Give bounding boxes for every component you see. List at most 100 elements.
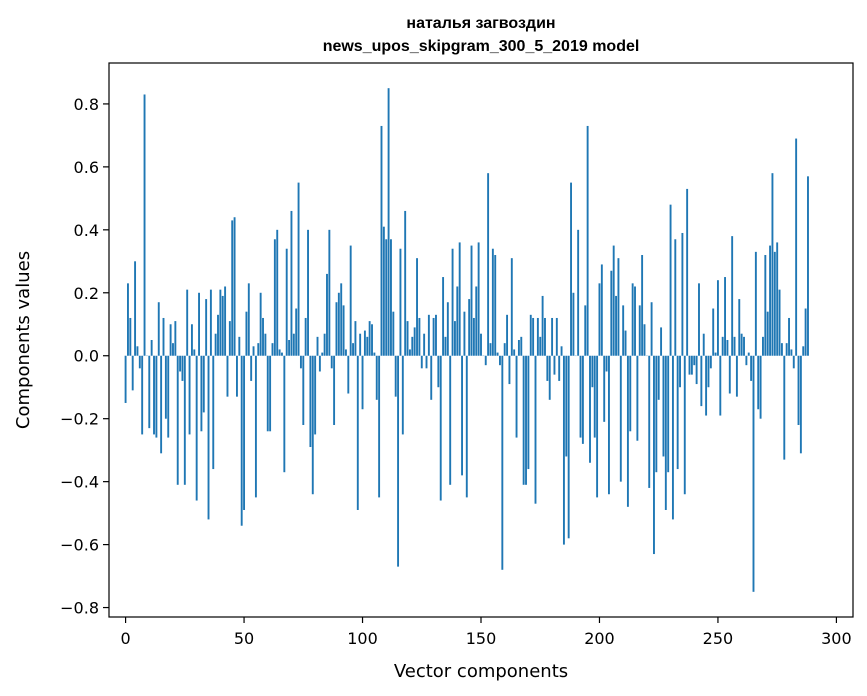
x-tick-label: 100 bbox=[347, 629, 378, 648]
x-tick-label: 150 bbox=[466, 629, 497, 648]
bar bbox=[643, 324, 646, 356]
ticks-group: 0 50 100 150 200 250 300 −0.8 −0.6 −0.4 −0.2 0.0 0.2… bbox=[60, 95, 852, 648]
bar bbox=[688, 355, 691, 375]
bar bbox=[226, 355, 229, 397]
bar bbox=[515, 355, 518, 438]
bar bbox=[702, 333, 705, 356]
bar bbox=[169, 324, 172, 356]
bar bbox=[636, 355, 639, 441]
bar bbox=[714, 352, 717, 356]
bar bbox=[330, 355, 333, 369]
y-tick-label: −0.8 bbox=[60, 599, 99, 618]
bar bbox=[392, 311, 395, 356]
bar bbox=[299, 355, 302, 369]
bar bbox=[776, 242, 779, 356]
bar bbox=[264, 333, 267, 356]
bar bbox=[792, 355, 795, 369]
bar bbox=[430, 355, 433, 400]
bar bbox=[626, 355, 629, 507]
bar bbox=[690, 355, 693, 375]
bar bbox=[584, 305, 587, 356]
bar bbox=[326, 273, 328, 356]
bar bbox=[390, 239, 392, 356]
bar bbox=[790, 349, 793, 356]
bar bbox=[382, 226, 385, 356]
bar bbox=[686, 188, 689, 356]
bar bbox=[591, 355, 594, 388]
bar bbox=[570, 182, 572, 356]
bar bbox=[754, 251, 757, 356]
bar bbox=[254, 355, 257, 498]
bar bbox=[195, 355, 198, 501]
bar bbox=[619, 355, 622, 482]
bar bbox=[496, 352, 499, 356]
bar bbox=[349, 245, 352, 356]
bar bbox=[243, 355, 246, 510]
bar bbox=[394, 355, 397, 397]
bar bbox=[292, 333, 295, 356]
bar bbox=[214, 333, 217, 356]
bar bbox=[747, 352, 750, 356]
x-tick-label: 200 bbox=[584, 629, 615, 648]
bar bbox=[174, 321, 177, 356]
bar bbox=[740, 333, 743, 356]
bar bbox=[371, 324, 373, 356]
bar bbox=[209, 289, 212, 356]
bar bbox=[603, 355, 606, 422]
bar bbox=[465, 355, 468, 498]
bar bbox=[667, 355, 670, 473]
bar bbox=[695, 355, 698, 385]
bar bbox=[593, 355, 596, 438]
bar bbox=[693, 355, 696, 366]
bar bbox=[231, 220, 234, 356]
bar bbox=[525, 355, 527, 485]
bar bbox=[143, 94, 146, 356]
bar bbox=[555, 317, 558, 356]
bar bbox=[745, 355, 748, 366]
bar bbox=[750, 355, 753, 381]
bar bbox=[551, 317, 554, 356]
bar bbox=[404, 210, 407, 356]
bar bbox=[442, 277, 445, 356]
bar bbox=[250, 355, 253, 381]
bar bbox=[179, 355, 182, 372]
bar bbox=[674, 239, 677, 356]
bar bbox=[176, 355, 179, 485]
bar bbox=[172, 343, 174, 356]
bar bbox=[311, 355, 314, 495]
bar bbox=[164, 355, 167, 419]
bar bbox=[788, 317, 790, 356]
bar bbox=[138, 355, 141, 369]
bar bbox=[669, 204, 672, 356]
bars-group bbox=[124, 88, 809, 592]
bar bbox=[136, 346, 139, 356]
bar bbox=[418, 317, 421, 356]
bar bbox=[577, 229, 580, 356]
bar bbox=[752, 355, 755, 592]
bar bbox=[437, 355, 440, 388]
bar bbox=[534, 355, 537, 504]
bar bbox=[712, 308, 715, 356]
bar bbox=[153, 355, 155, 435]
bar bbox=[416, 258, 418, 356]
bar bbox=[245, 311, 248, 356]
bar bbox=[314, 355, 317, 435]
bar bbox=[653, 355, 655, 555]
bar bbox=[337, 292, 340, 356]
bar bbox=[354, 321, 357, 356]
y-tick-label: 0.2 bbox=[74, 284, 99, 303]
bar bbox=[387, 88, 390, 356]
bar bbox=[318, 355, 321, 372]
bar bbox=[565, 355, 568, 457]
y-tick-label: 0.0 bbox=[74, 347, 99, 366]
bar bbox=[266, 355, 269, 432]
bar bbox=[451, 248, 454, 356]
bar bbox=[501, 355, 504, 570]
bar bbox=[522, 355, 525, 485]
bar bbox=[517, 340, 520, 356]
bar bbox=[425, 355, 428, 369]
bar bbox=[375, 355, 378, 400]
bar bbox=[513, 349, 516, 356]
y-tick-label: −0.6 bbox=[60, 536, 99, 555]
bar bbox=[489, 343, 492, 356]
